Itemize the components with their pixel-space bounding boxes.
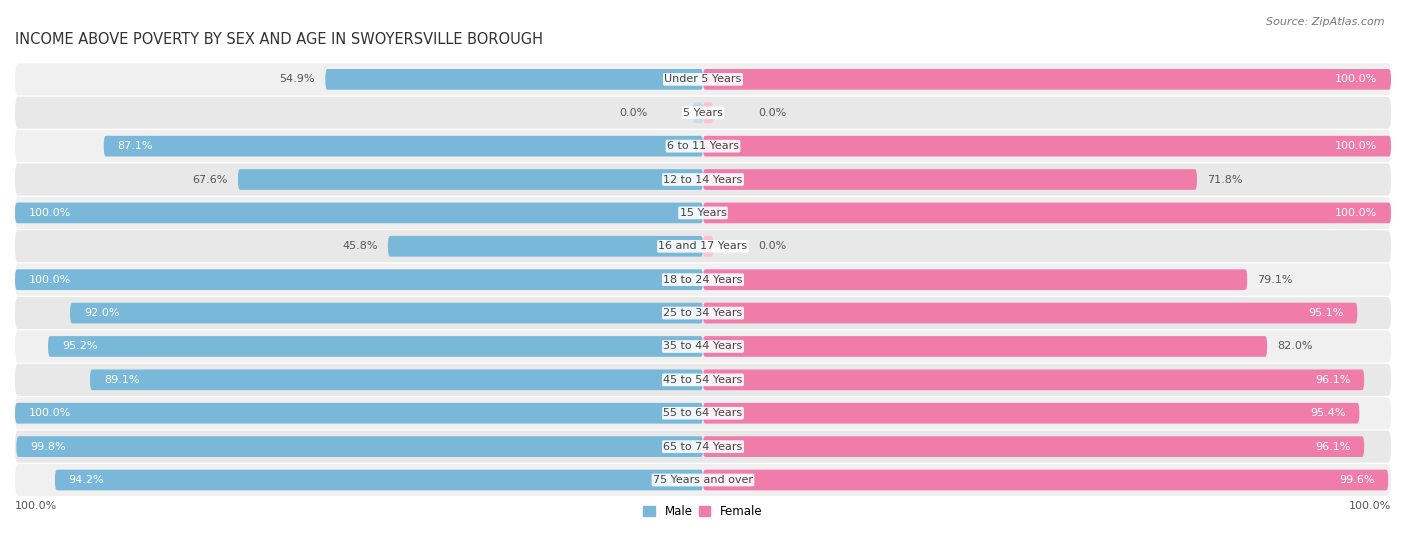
Text: 96.1%: 96.1% — [1315, 375, 1350, 385]
Text: 100.0%: 100.0% — [15, 501, 58, 511]
Text: 92.0%: 92.0% — [84, 308, 120, 318]
Text: 67.6%: 67.6% — [193, 174, 228, 184]
Text: 100.0%: 100.0% — [1334, 208, 1378, 218]
Text: 100.0%: 100.0% — [1334, 141, 1378, 151]
FancyBboxPatch shape — [17, 436, 703, 457]
FancyBboxPatch shape — [703, 136, 1391, 157]
FancyBboxPatch shape — [15, 397, 1391, 429]
Text: INCOME ABOVE POVERTY BY SEX AND AGE IN SWOYERSVILLE BOROUGH: INCOME ABOVE POVERTY BY SEX AND AGE IN S… — [15, 32, 543, 47]
Text: 100.0%: 100.0% — [28, 208, 72, 218]
FancyBboxPatch shape — [15, 97, 1391, 129]
Text: 95.2%: 95.2% — [62, 342, 97, 352]
Text: Under 5 Years: Under 5 Years — [665, 74, 741, 84]
Text: 96.1%: 96.1% — [1315, 442, 1350, 452]
Text: 99.8%: 99.8% — [30, 442, 66, 452]
Text: 18 to 24 Years: 18 to 24 Years — [664, 274, 742, 285]
FancyBboxPatch shape — [238, 169, 703, 190]
FancyBboxPatch shape — [703, 169, 1197, 190]
FancyBboxPatch shape — [15, 163, 1391, 196]
FancyBboxPatch shape — [388, 236, 703, 257]
FancyBboxPatch shape — [70, 303, 703, 324]
Text: 79.1%: 79.1% — [1257, 274, 1294, 285]
FancyBboxPatch shape — [703, 236, 713, 257]
FancyBboxPatch shape — [15, 364, 1391, 396]
Text: 6 to 11 Years: 6 to 11 Years — [666, 141, 740, 151]
Text: 45 to 54 Years: 45 to 54 Years — [664, 375, 742, 385]
FancyBboxPatch shape — [703, 69, 1391, 89]
Text: 100.0%: 100.0% — [28, 408, 72, 418]
FancyBboxPatch shape — [15, 130, 1391, 162]
FancyBboxPatch shape — [703, 403, 1360, 424]
Text: 16 and 17 Years: 16 and 17 Years — [658, 241, 748, 252]
Text: 54.9%: 54.9% — [280, 74, 315, 84]
Text: 94.2%: 94.2% — [69, 475, 104, 485]
Text: 45.8%: 45.8% — [342, 241, 378, 252]
Text: 25 to 34 Years: 25 to 34 Years — [664, 308, 742, 318]
FancyBboxPatch shape — [15, 297, 1391, 329]
FancyBboxPatch shape — [15, 330, 1391, 362]
Text: 55 to 64 Years: 55 to 64 Years — [664, 408, 742, 418]
FancyBboxPatch shape — [703, 269, 1247, 290]
Text: 95.4%: 95.4% — [1310, 408, 1346, 418]
Text: 65 to 74 Years: 65 to 74 Years — [664, 442, 742, 452]
Text: 89.1%: 89.1% — [104, 375, 139, 385]
Text: 100.0%: 100.0% — [28, 274, 72, 285]
Text: 95.1%: 95.1% — [1308, 308, 1344, 318]
FancyBboxPatch shape — [693, 102, 703, 123]
Legend: Male, Female: Male, Female — [638, 500, 768, 523]
FancyBboxPatch shape — [703, 202, 1391, 223]
Text: 99.6%: 99.6% — [1339, 475, 1375, 485]
FancyBboxPatch shape — [48, 336, 703, 357]
FancyBboxPatch shape — [15, 403, 703, 424]
FancyBboxPatch shape — [15, 464, 1391, 496]
Text: 0.0%: 0.0% — [758, 241, 786, 252]
FancyBboxPatch shape — [703, 470, 1388, 490]
FancyBboxPatch shape — [15, 269, 703, 290]
FancyBboxPatch shape — [703, 102, 713, 123]
Text: 71.8%: 71.8% — [1208, 174, 1243, 184]
FancyBboxPatch shape — [703, 303, 1357, 324]
Text: 100.0%: 100.0% — [1348, 501, 1391, 511]
FancyBboxPatch shape — [15, 202, 703, 223]
Text: 15 Years: 15 Years — [679, 208, 727, 218]
FancyBboxPatch shape — [55, 470, 703, 490]
FancyBboxPatch shape — [15, 430, 1391, 463]
Text: 0.0%: 0.0% — [758, 108, 786, 118]
Text: 82.0%: 82.0% — [1278, 342, 1313, 352]
FancyBboxPatch shape — [15, 63, 1391, 96]
FancyBboxPatch shape — [15, 197, 1391, 229]
FancyBboxPatch shape — [325, 69, 703, 89]
Text: 100.0%: 100.0% — [1334, 74, 1378, 84]
FancyBboxPatch shape — [15, 230, 1391, 262]
Text: 12 to 14 Years: 12 to 14 Years — [664, 174, 742, 184]
Text: 35 to 44 Years: 35 to 44 Years — [664, 342, 742, 352]
Text: Source: ZipAtlas.com: Source: ZipAtlas.com — [1267, 17, 1385, 27]
FancyBboxPatch shape — [104, 136, 703, 157]
FancyBboxPatch shape — [15, 264, 1391, 296]
FancyBboxPatch shape — [90, 369, 703, 390]
FancyBboxPatch shape — [703, 336, 1267, 357]
FancyBboxPatch shape — [703, 369, 1364, 390]
Text: 87.1%: 87.1% — [118, 141, 153, 151]
Text: 0.0%: 0.0% — [620, 108, 648, 118]
Text: 75 Years and over: 75 Years and over — [652, 475, 754, 485]
FancyBboxPatch shape — [703, 436, 1364, 457]
Text: 5 Years: 5 Years — [683, 108, 723, 118]
